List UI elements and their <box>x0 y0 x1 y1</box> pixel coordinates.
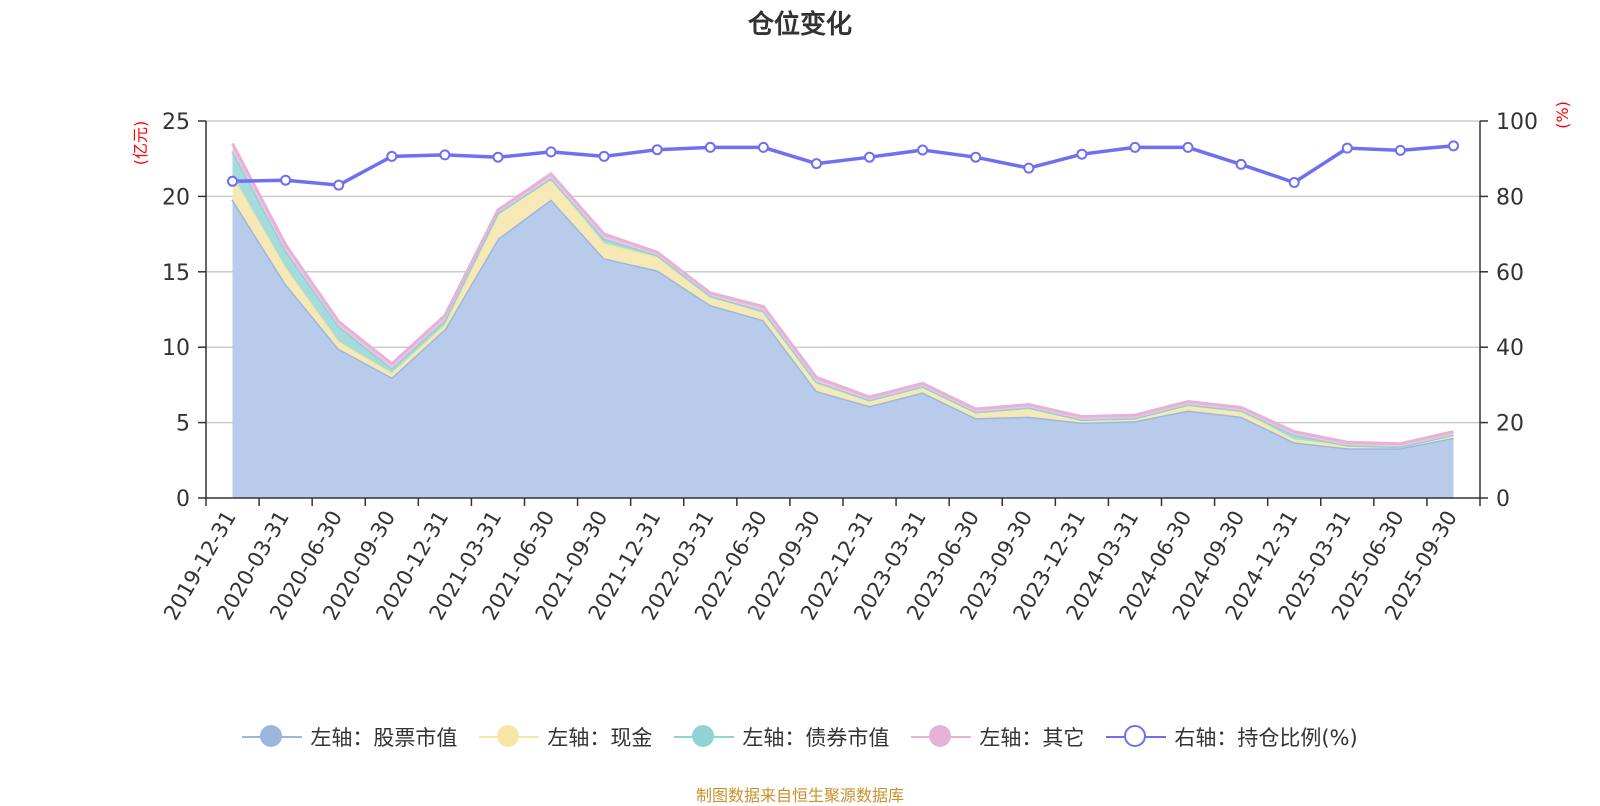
ratio-point <box>811 158 822 170</box>
ratio-point <box>1341 142 1353 154</box>
ratio-point <box>1129 141 1141 153</box>
legend-label: 左轴：其它 <box>979 726 1085 750</box>
left-tick-label: 5 <box>176 412 190 437</box>
right-tick-label: 60 <box>1496 261 1524 286</box>
legend-item-2[interactable]: 左轴：现金 <box>479 722 652 752</box>
legend-marker-icon <box>674 723 735 751</box>
ratio-point <box>1076 148 1088 160</box>
source-note: 制图数据来自恒生聚源数据库 <box>695 786 904 805</box>
right-tick-label: 100 <box>1496 110 1538 135</box>
ratio-point <box>492 151 504 163</box>
right-tick-label: 20 <box>1496 412 1524 437</box>
left-tick-label: 25 <box>162 110 190 135</box>
legend-marker-icon <box>911 723 972 751</box>
legend-label: 右轴：持仓比例(%) <box>1174 726 1358 750</box>
legend-item-3[interactable]: 左轴：债券市值 <box>674 722 889 752</box>
legend-item-1[interactable]: 左轴：股票市值 <box>242 722 457 752</box>
position-ratio-line <box>227 140 1459 191</box>
ratio-point <box>1182 141 1194 153</box>
right-tick-label: 80 <box>1496 185 1524 210</box>
legend-label: 左轴：股票市值 <box>310 726 458 750</box>
ratio-point <box>333 179 345 191</box>
ratio-point <box>1023 162 1035 174</box>
left-tick-label: 10 <box>162 336 190 361</box>
area-series-2 <box>232 175 1454 449</box>
legend-marker-icon <box>1106 723 1167 751</box>
legend-item-5[interactable]: 右轴：持仓比例(%) <box>1106 722 1358 752</box>
left-axis-unit: (亿元) <box>131 121 150 166</box>
ratio-point <box>227 175 238 187</box>
ratio-line <box>232 144 1454 187</box>
area-series-4-edge <box>231 142 1454 446</box>
right-tick-label: 0 <box>1496 487 1510 512</box>
left-tick-label: 20 <box>162 185 190 210</box>
ratio-point <box>1235 158 1247 170</box>
legend: 左轴：股票市值 左轴：现金 左轴：债券市值 左轴：其它 右轴：持仓比例(%) <box>0 722 1600 752</box>
ratio-point <box>1288 177 1300 188</box>
legend-marker-icon <box>479 723 540 751</box>
ratio-point <box>917 144 929 156</box>
ratio-point <box>704 141 716 153</box>
ratio-point <box>386 150 398 162</box>
ratio-point <box>1394 144 1406 156</box>
ratio-point <box>439 149 451 161</box>
ratio-point <box>545 146 557 158</box>
legend-marker-icon <box>242 723 303 751</box>
ratio-point <box>757 141 769 153</box>
legend-label: 左轴：债券市值 <box>742 726 890 750</box>
ratio-point <box>280 174 292 186</box>
ratio-point <box>864 151 875 163</box>
legend-label: 左轴：现金 <box>547 726 653 750</box>
area-series-1 <box>232 199 1454 498</box>
ratio-point <box>651 144 663 156</box>
right-tick-label: 40 <box>1496 336 1524 361</box>
left-tick-label: 15 <box>162 261 190 286</box>
left-tick-label: 0 <box>176 487 190 512</box>
ratio-point <box>598 150 610 162</box>
ratio-point <box>1448 140 1459 152</box>
right-axis-unit: (%) <box>1553 101 1572 129</box>
stacked-areas <box>231 142 1454 498</box>
chart-title: 仓位变化 <box>747 10 852 40</box>
ratio-point <box>970 151 982 163</box>
legend-item-4[interactable]: 左轴：其它 <box>911 722 1084 752</box>
